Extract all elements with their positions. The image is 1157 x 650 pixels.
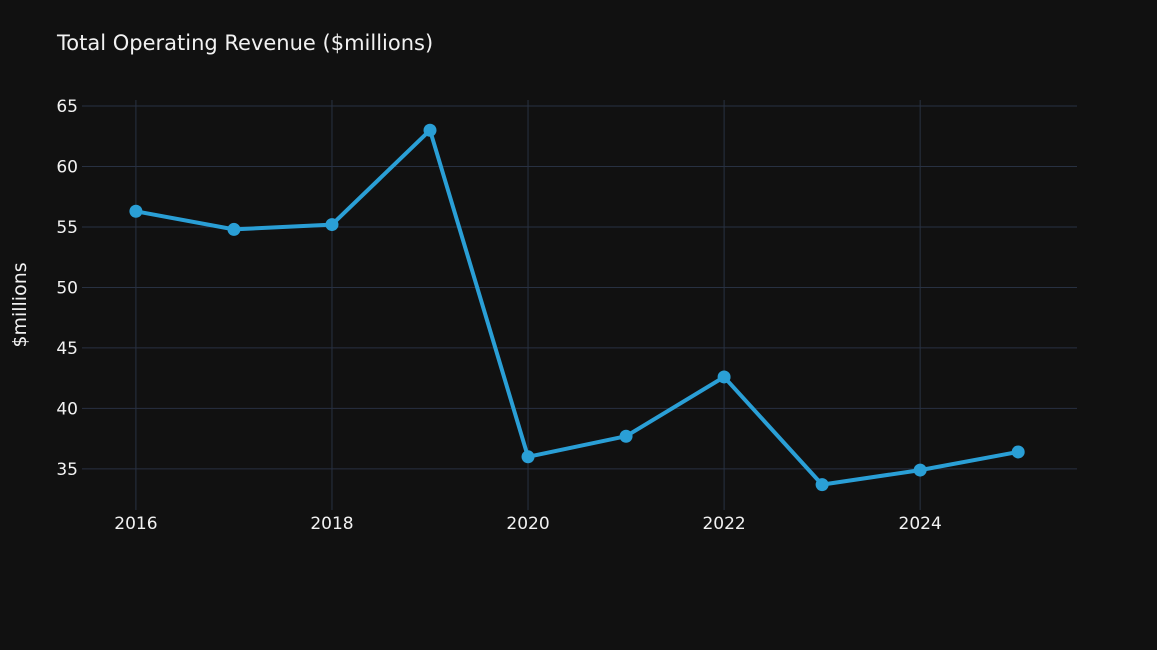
data-point[interactable] (325, 218, 339, 232)
data-point[interactable] (619, 429, 633, 443)
data-point[interactable] (521, 450, 535, 464)
data-point[interactable] (815, 478, 829, 492)
data-point[interactable] (129, 204, 143, 218)
x-tick-label: 2024 (899, 514, 942, 534)
tick-layer: 35 40 45 50 55 60 65 2016 2018 2020 2022 2024 (56, 97, 941, 534)
y-axis-label: $millions (9, 262, 31, 347)
y-tick-label: 55 (56, 218, 78, 238)
y-tick-label: 65 (56, 97, 78, 117)
y-tick-label: 50 (56, 278, 78, 298)
x-tick-label: 2020 (506, 514, 549, 534)
data-point[interactable] (423, 123, 437, 137)
y-tick-label: 45 (56, 339, 78, 359)
x-tick-label: 2022 (702, 514, 745, 534)
x-tick-label: 2018 (310, 514, 353, 534)
y-tick-label: 35 (56, 460, 78, 480)
grid-layer (82, 100, 1077, 510)
series-line (133, 128, 1021, 487)
data-point[interactable] (1011, 445, 1025, 459)
data-point[interactable] (717, 370, 731, 384)
data-point[interactable] (227, 222, 241, 236)
x-tick-label: 2016 (114, 514, 157, 534)
series-layer (129, 123, 1025, 492)
y-tick-label: 60 (56, 158, 78, 178)
y-tick-label: 40 (56, 399, 78, 419)
data-point[interactable] (913, 463, 927, 477)
chart-title: Total Operating Revenue ($millions) (56, 31, 433, 55)
